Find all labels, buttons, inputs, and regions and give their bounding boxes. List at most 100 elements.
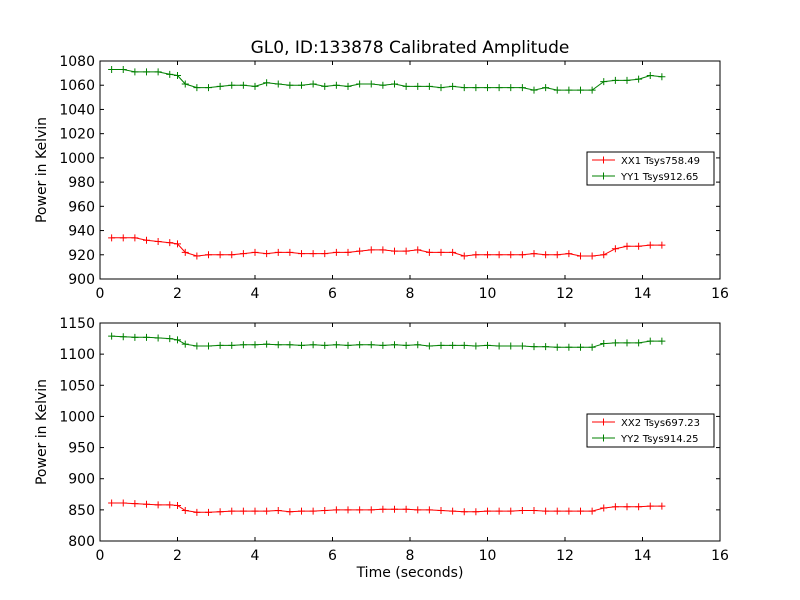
data-point — [600, 78, 608, 86]
data-point — [108, 234, 116, 242]
data-point — [635, 503, 643, 511]
data-point — [309, 341, 317, 349]
data-point — [309, 507, 317, 515]
data-point — [530, 506, 538, 514]
data-point — [495, 84, 503, 92]
data-point — [216, 341, 224, 349]
data-point — [414, 506, 422, 514]
y-tick-label: 940 — [68, 224, 95, 240]
data-point — [174, 336, 181, 344]
legend-label: YY1 Tsys912.65 — [620, 172, 699, 183]
x-tick-label: 4 — [251, 548, 260, 564]
chart-title: GL0, ID:133878 Calibrated Amplitude — [251, 38, 570, 58]
x-tick-label: 8 — [406, 286, 415, 302]
data-point — [166, 501, 174, 509]
data-point — [108, 332, 116, 340]
legend-box — [586, 413, 715, 448]
data-point — [321, 82, 329, 90]
y-tick-label: 800 — [68, 534, 95, 550]
data-point — [344, 248, 352, 256]
data-point — [131, 500, 139, 508]
data-point — [600, 504, 608, 512]
legend-label: XX1 Tsys758.49 — [621, 156, 700, 167]
data-point — [425, 342, 433, 350]
data-point — [367, 246, 375, 254]
data-point — [623, 339, 631, 347]
data-point — [577, 86, 584, 94]
legend-marker — [600, 418, 607, 426]
y-tick-label: 1020 — [59, 127, 95, 143]
data-point — [518, 342, 526, 350]
data-point — [658, 337, 666, 345]
data-point — [391, 80, 398, 88]
data-point — [239, 81, 247, 89]
data-point — [391, 505, 398, 513]
data-point — [251, 82, 259, 90]
y-axis-label: Power in Kelvin — [34, 117, 50, 223]
x-tick-label: 8 — [406, 548, 415, 564]
data-point — [154, 501, 162, 509]
data-point — [251, 507, 259, 515]
data-point — [251, 248, 259, 256]
data-point — [239, 507, 247, 515]
y-axis-label: Power in Kelvin — [34, 379, 50, 485]
data-point — [143, 236, 150, 244]
y-tick-label: 850 — [68, 503, 95, 519]
x-tick-label: 14 — [634, 548, 652, 564]
data-point — [379, 505, 387, 513]
data-point — [119, 234, 127, 242]
y-tick-label: 1050 — [59, 378, 95, 394]
data-point — [131, 333, 139, 341]
data-point — [181, 340, 189, 348]
data-point — [367, 341, 375, 349]
data-point — [367, 80, 375, 88]
data-point — [623, 242, 631, 250]
data-point — [414, 341, 422, 349]
data-point — [154, 68, 162, 76]
data-point — [321, 341, 329, 349]
data-point — [472, 508, 480, 516]
data-point — [298, 341, 305, 349]
data-point — [425, 82, 433, 90]
axes-frame — [99, 322, 721, 542]
data-point — [332, 341, 340, 349]
data-point — [495, 251, 503, 259]
data-point — [216, 82, 224, 90]
data-point — [402, 247, 410, 255]
data-point — [181, 506, 189, 514]
data-point — [437, 506, 445, 514]
y-tick-label: 1040 — [59, 102, 95, 118]
y-tick-label: 980 — [68, 175, 95, 191]
data-point — [460, 252, 468, 260]
x-axis-label: Time (seconds) — [356, 565, 464, 581]
data-point — [239, 250, 247, 258]
data-point — [449, 341, 457, 349]
y-tick-label: 950 — [68, 441, 95, 457]
data-point — [193, 508, 201, 516]
data-point — [565, 507, 573, 515]
data-point — [623, 503, 631, 511]
data-point — [228, 251, 236, 259]
data-point — [437, 84, 445, 92]
legend-marker — [600, 172, 607, 180]
data-point — [611, 76, 619, 84]
x-tick-label: 10 — [479, 548, 497, 564]
data-point — [356, 506, 364, 514]
data-point — [507, 251, 515, 259]
axes-frame — [99, 60, 721, 280]
data-point — [379, 81, 387, 89]
data-point — [309, 250, 317, 258]
data-point — [437, 248, 445, 256]
legend-label: XX2 Tsys697.23 — [621, 418, 700, 429]
data-point — [635, 75, 643, 83]
x-tick-label: 12 — [556, 548, 574, 564]
data-point — [143, 500, 150, 508]
x-tick-label: 14 — [634, 286, 652, 302]
data-point — [274, 248, 282, 256]
data-point — [646, 337, 654, 345]
data-point — [414, 82, 422, 90]
data-point — [484, 341, 491, 349]
data-point — [216, 251, 224, 259]
data-point — [379, 341, 387, 349]
data-point — [588, 252, 596, 260]
